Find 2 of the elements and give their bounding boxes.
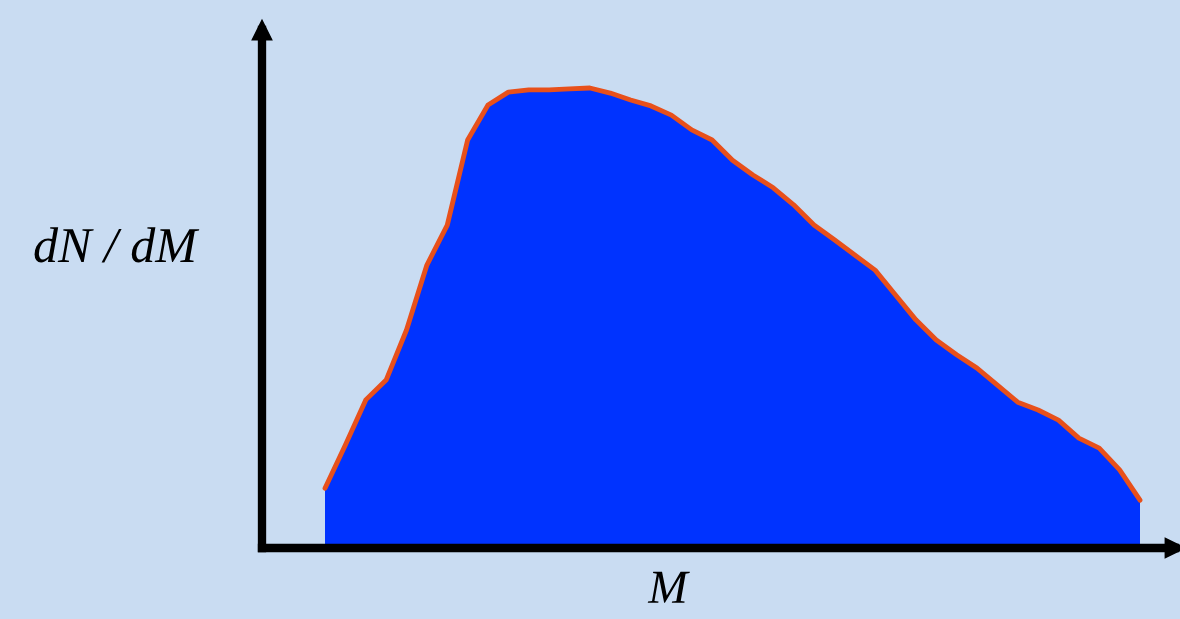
y-axis-title: dN / dM bbox=[34, 227, 200, 263]
x-axis-title: M bbox=[647, 571, 690, 603]
